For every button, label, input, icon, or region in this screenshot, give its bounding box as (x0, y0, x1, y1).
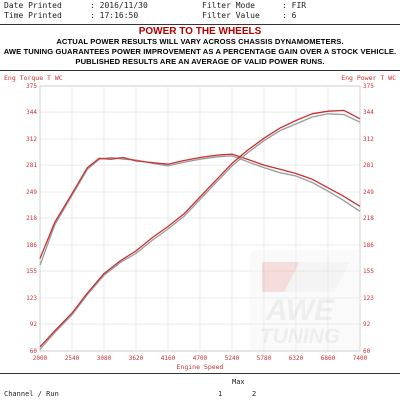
x-tick-label: 5240 (225, 355, 240, 362)
y-tick-label-left: 375 (26, 83, 37, 90)
y-tick-label-right: 186 (363, 242, 374, 249)
y-tick-label-right: 344 (363, 109, 374, 116)
x-tick-label: 6320 (289, 355, 304, 362)
series-torque-run-1 (39, 155, 361, 266)
print-header: Date Printed : 2016/11/30 Time Printed :… (4, 1, 396, 23)
logo-backdrop (250, 250, 360, 350)
run-number-1: 1 (218, 390, 223, 398)
banner-title: POWER TO THE WHEELS (138, 26, 262, 37)
y-tick-label-left: 60 (30, 348, 38, 355)
run-number-2: 2 (252, 390, 257, 398)
y-tick-label-left: 186 (26, 242, 37, 249)
y-tick-label-left: 218 (26, 215, 37, 222)
chart-series (39, 109, 361, 350)
x-tick-label: 2540 (65, 355, 80, 362)
logo-mark (262, 262, 300, 292)
date-printed-value: : 2016/11/30 (90, 1, 148, 10)
logo-text-awe: AWE (265, 294, 335, 327)
y-tick-label-right: 123 (363, 295, 374, 302)
x-tick-label: 5780 (257, 355, 272, 362)
x-tick-label: 6860 (321, 355, 336, 362)
x-tick-label: 4700 (193, 355, 208, 362)
disclaimer-banner: POWER TO THE WHEELS ACTUAL POWER RESULTS… (0, 26, 400, 67)
x-tick-label: 2000 (33, 355, 48, 362)
series-torque-run-2 (39, 153, 361, 259)
x-tick-label: 7400 (353, 355, 368, 362)
filter-mode-label: Filter Mode (202, 1, 255, 10)
max-label: Max (232, 378, 245, 386)
chart-tick-labels: 2000 2540 3080 3620 4160 4700 5240 5780 6320 6860… (26, 83, 374, 362)
x-axis-label: Engine Speed (177, 363, 224, 371)
awe-tuning-watermark-logo: AWE TUNING (250, 250, 360, 350)
y-tick-label-right: 281 (363, 162, 374, 169)
channel-run-label: Channel / Run (4, 390, 59, 398)
y-tick-label-right: 218 (363, 215, 374, 222)
y-tick-label-right: 312 (363, 136, 374, 143)
time-printed-label: Time Printed (4, 11, 62, 20)
y-tick-label-right: 60 (363, 348, 371, 355)
time-printed-value: : 17:16:50 (90, 11, 139, 20)
y-tick-label-left: 155 (26, 268, 37, 275)
x-tick-label: 3620 (129, 355, 144, 362)
filter-mode-value: : FIR (282, 1, 307, 10)
banner-line-3: PUBLISHED RESULTS ARE AN AVERAGE OF VALI… (75, 57, 325, 66)
date-printed-label: Date Printed (4, 1, 62, 10)
series-power-run-2 (39, 109, 361, 348)
y-tick-label-right: 249 (363, 189, 374, 196)
left-axis-label: Eng Torque T WC (4, 74, 63, 82)
y-tick-label-left: 123 (26, 295, 37, 302)
y-tick-label-left: 92 (30, 321, 38, 328)
y-tick-label-right: 92 (363, 321, 371, 328)
logo-text-tuning: TUNING (260, 325, 341, 348)
chart-grid (39, 85, 361, 352)
y-tick-label-left: 312 (26, 136, 37, 143)
y-tick-label-left: 344 (26, 109, 37, 116)
y-tick-label-left: 281 (26, 162, 37, 169)
banner-line-2: AWE TUNING GUARANTEES POWER IMPROVEMENT … (3, 47, 397, 56)
filter-value-label: Filter Value (202, 11, 260, 20)
x-tick-label: 3080 (97, 355, 112, 362)
filter-value-value: : 6 (282, 11, 297, 20)
top-divider (0, 24, 400, 25)
banner-divider (0, 70, 400, 71)
x-tick-label: 4160 (161, 355, 176, 362)
y-tick-label-right: 375 (363, 83, 374, 90)
right-axis-label: Eng Power T WC (341, 74, 396, 82)
footer-divider (0, 373, 400, 374)
y-tick-label-left: 249 (26, 189, 37, 196)
y-tick-label-right: 155 (363, 268, 374, 275)
series-power-run-1 (39, 113, 361, 350)
logo-mark-right (284, 262, 350, 292)
banner-line-1: ACTUAL POWER RESULTS WILL VARY ACROSS CH… (56, 37, 344, 46)
